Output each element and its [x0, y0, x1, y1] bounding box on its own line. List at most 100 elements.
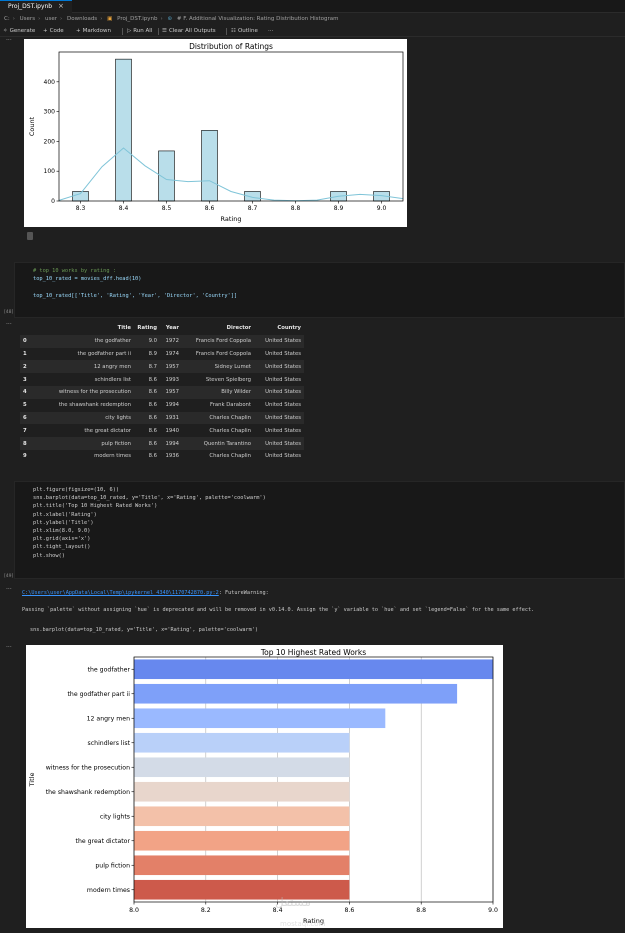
y-tick-label: witness for the prosecution: [46, 764, 130, 771]
bar: [134, 659, 493, 680]
table-cell: schindlers list: [34, 373, 134, 386]
column-header: Rating: [137, 325, 157, 332]
histogram-svg: Distribution of Ratings 8.3 8.4 8.5 8.6 8.7 8.…: [28, 42, 404, 223]
clear-outputs-label: Clear All Outputs: [168, 28, 216, 34]
table-cell: 12 angry men: [34, 360, 134, 374]
add-markdown-button[interactable]: + Markdown: [76, 25, 111, 37]
bar: [134, 683, 458, 704]
y-axis-label: Title: [28, 773, 36, 788]
table-cell: 8.6: [134, 411, 160, 425]
x-tick-label: 8.4: [273, 907, 283, 914]
sparkle-icon: ✧: [3, 28, 8, 34]
y-axis-label: Count: [28, 116, 36, 136]
table-cell: the great dictator: [34, 424, 134, 438]
x-tick-label: 8.5: [162, 205, 172, 212]
row-index: 4: [20, 385, 34, 399]
breadcrumb-item[interactable]: C:: [4, 16, 10, 22]
table-row: 4 witness for the prosecution 8.6 1957 Billy…: [20, 385, 304, 399]
table-row: 7 the great dictator 8.6 1940 Charles Chapli…: [20, 424, 304, 438]
add-code-button[interactable]: + Code: [43, 25, 64, 37]
x-tick-label: 8.3: [76, 205, 86, 212]
bar: [134, 806, 350, 827]
y-tick-label: the godfather: [88, 666, 131, 673]
table-cell: 8.6: [134, 424, 160, 438]
y-tick-label: the great dictator: [76, 838, 131, 845]
x-tick-label: 8.8: [291, 205, 301, 212]
breadcrumb-item[interactable]: Users: [19, 16, 36, 22]
warning-label: : FutureWarning:: [218, 590, 269, 596]
run-all-button[interactable]: ▷ Run All: [127, 25, 152, 37]
chart-title: Top 10 Highest Rated Works: [260, 648, 366, 657]
outline-icon: ☷: [231, 28, 236, 34]
row-index: 5: [20, 398, 34, 412]
x-tick-label: 8.9: [334, 205, 344, 212]
chart-title: Distribution of Ratings: [189, 42, 273, 51]
kde-line: [58, 147, 404, 202]
table-cell: Charles Chaplin: [182, 424, 254, 438]
output-menu-dots[interactable]: ···: [6, 586, 12, 593]
y-tick-label: schindlers list: [88, 740, 131, 747]
row-index: 2: [20, 360, 34, 374]
table-row: 3 schindlers list 8.6 1993 Steven Spielberg U…: [20, 373, 304, 386]
code-line: plt.title('Top 10 Highest Rated Works'): [33, 503, 158, 510]
y-tick-label: 200: [44, 138, 56, 145]
table-cell: Francis Ford Coppola: [182, 334, 254, 348]
generate-button[interactable]: ✧ Generate: [3, 25, 35, 37]
output-menu-dots[interactable]: ···: [6, 37, 12, 44]
x-tick-label: 8.6: [344, 907, 354, 914]
code-cell-top10[interactable]: # top 10 works by rating : top_10_rated …: [14, 262, 625, 318]
table-cell: 8.6: [134, 449, 160, 463]
x-tick-label: 8.7: [248, 205, 258, 212]
watermark-logo: مستقل: [275, 895, 311, 909]
row-index: 3: [20, 373, 34, 386]
table-cell: 1993: [160, 373, 182, 386]
table-row: 2 12 angry men 8.7 1957 Sidney Lumet United S…: [20, 360, 304, 374]
column-header: Title: [117, 325, 131, 332]
toolbar-divider: [122, 28, 123, 35]
table-cell: 1994: [160, 398, 182, 412]
traceback-link[interactable]: C:\Users\user\AppData\Local\Temp\ipykern…: [22, 590, 219, 596]
row-index: 8: [20, 437, 34, 450]
output-scroll-handle[interactable]: [27, 232, 33, 240]
plus-icon: +: [76, 28, 81, 34]
breadcrumb-item[interactable]: # F. Additional Visualization: Rating Di…: [176, 16, 339, 22]
output-menu-dots[interactable]: ···: [6, 321, 12, 328]
table-cell: United States: [254, 437, 304, 450]
table-row: 8 pulp fiction 8.6 1994 Quentin Tarantino Uni…: [20, 437, 304, 450]
x-tick-label: 8.0: [129, 907, 139, 914]
breadcrumb-item[interactable]: Downloads: [66, 16, 98, 22]
table-cell: pulp fiction: [34, 437, 134, 450]
toolbar-divider: [226, 28, 227, 35]
markdown-label: Markdown: [82, 28, 112, 34]
table-cell: the godfather: [34, 334, 134, 348]
code-line: plt.xlim(8.0, 9.0): [33, 528, 91, 535]
table-cell: United States: [254, 347, 304, 361]
table-cell: 1957: [160, 360, 182, 374]
bar: [134, 781, 350, 802]
breadcrumb-item[interactable]: Proj_DST.ipynb: [117, 16, 158, 22]
histogram-bar: [201, 130, 218, 202]
y-tick-label: 300: [44, 109, 56, 116]
plus-icon: +: [43, 28, 48, 34]
table-cell: Steven Spielberg: [182, 373, 254, 386]
table-row: 1 the godfather part ii 8.9 1974 Francis For…: [20, 347, 304, 361]
notebook-file-icon: ▣: [107, 16, 113, 22]
table-cell: city lights: [34, 411, 134, 425]
code-cell-barplot[interactable]: plt.figure(figsize=(10, 6)) sns.barplot(…: [14, 481, 625, 579]
output-menu-dots[interactable]: ···: [6, 644, 12, 651]
tab-proj-dst[interactable]: Proj_DST.ipynb ×: [0, 0, 72, 13]
barplot-plot: Top 10 Highest Rated Works the godfather t…: [26, 645, 503, 928]
column-header: Country: [277, 325, 301, 332]
code-line: plt.xlabel('Rating'): [33, 511, 97, 518]
clear-outputs-button[interactable]: ☰ Clear All Outputs: [162, 25, 216, 37]
close-icon[interactable]: ×: [58, 2, 64, 10]
outline-button[interactable]: ☷ Outline: [231, 25, 258, 37]
row-index: 0: [20, 334, 34, 348]
table-cell: 8.6: [134, 373, 160, 386]
barplot-svg: Top 10 Highest Rated Works the godfather t…: [28, 648, 498, 925]
breadcrumb-item[interactable]: user: [45, 16, 58, 22]
more-actions-button[interactable]: ···: [268, 28, 274, 34]
table-cell: 1974: [160, 347, 182, 361]
y-tick-label: pulp fiction: [95, 862, 130, 869]
bar: [134, 757, 350, 778]
